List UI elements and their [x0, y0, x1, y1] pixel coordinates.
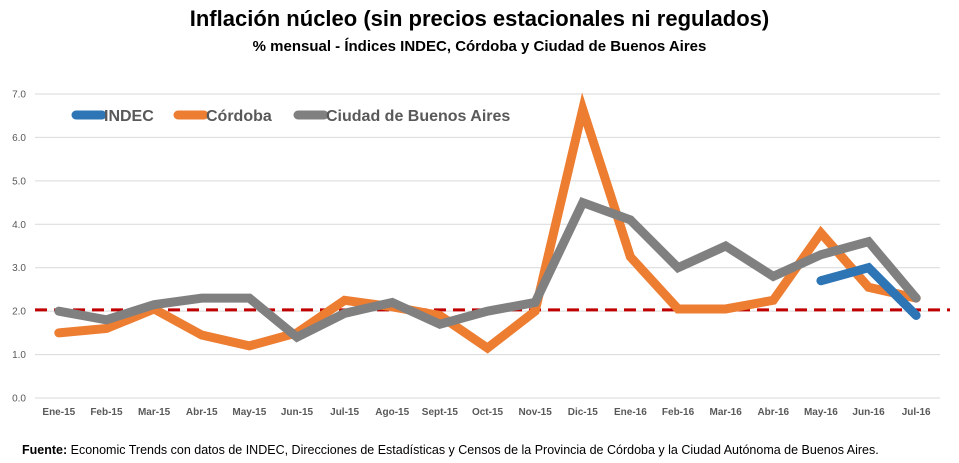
y-tick-label: 2.0: [12, 307, 26, 318]
y-tick-label: 6.0: [12, 133, 26, 144]
x-tick-label: Nov-15: [518, 407, 552, 418]
x-tick-label: Jul-16: [902, 407, 931, 418]
x-tick-label: Jun-15: [281, 407, 314, 418]
legend-label: Ciudad de Buenos Aires: [326, 108, 510, 125]
x-tick-label: Jul-15: [330, 407, 359, 418]
x-tick-label: Feb-15: [90, 407, 123, 418]
x-tick-label: May-15: [232, 407, 266, 418]
y-tick-label: 4.0: [12, 220, 26, 231]
x-tick-label: Ene-16: [614, 407, 647, 418]
series-line-ciudad-de-buenos-aires: [54, 196, 921, 343]
x-tick-label: Feb-16: [662, 407, 695, 418]
x-tick-label: Abr-16: [757, 407, 789, 418]
y-tick-label: 5.0: [12, 176, 26, 187]
x-tick-label: Ago-15: [375, 407, 409, 418]
x-tick-label: Jun-16: [852, 407, 885, 418]
x-tick-label: Mar-16: [710, 407, 743, 418]
x-tick-label: Abr-15: [186, 407, 218, 418]
x-tick-label: Mar-15: [138, 407, 171, 418]
y-tick-label: 1.0: [12, 350, 26, 361]
source-note: Fuente: Economic Trends con datos de IND…: [22, 443, 879, 457]
legend-label: Córdoba: [206, 108, 272, 125]
y-tick-label: 3.0: [12, 263, 26, 274]
x-tick-label: Dic-15: [568, 407, 598, 418]
y-tick-label: 0.0: [12, 394, 26, 405]
x-tick-label: Oct-15: [472, 407, 504, 418]
x-tick-label: May-16: [804, 407, 838, 418]
x-tick-label: Ene-15: [42, 407, 75, 418]
y-tick-label: 7.0: [12, 90, 26, 101]
source-text: Economic Trends con datos de INDEC, Dire…: [67, 443, 879, 457]
chart-title: Inflación núcleo (sin precios estacional…: [189, 6, 770, 31]
source-label: Fuente:: [22, 443, 68, 457]
chart-subtitle: % mensual - Índices INDEC, Córdoba y Ciu…: [252, 38, 707, 55]
x-tick-label: Sept-15: [422, 407, 459, 418]
legend-label: INDEC: [104, 108, 154, 125]
